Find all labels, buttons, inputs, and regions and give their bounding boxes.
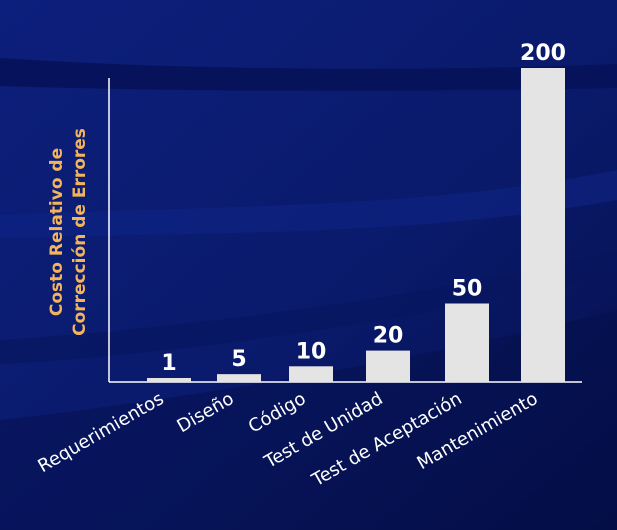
y-axis-label-line-2: Corrección de Errores (70, 128, 90, 336)
bar-5 (445, 303, 489, 382)
y-axis-label-line-1: Costo Relativo de (47, 148, 67, 316)
bar-3 (289, 366, 333, 382)
background-swoosh (0, 58, 617, 91)
bar-value-label: 20 (373, 324, 404, 349)
category-tick-label: Código (245, 388, 310, 437)
bar-2 (217, 374, 261, 382)
bar-value-label: 1 (161, 351, 176, 376)
bar-value-label: 10 (296, 339, 327, 364)
bar-value-label: 5 (231, 347, 246, 372)
bar-1 (147, 378, 191, 382)
category-tick-label: Diseño (174, 388, 238, 437)
bar-6 (521, 68, 565, 382)
background-swoosh (0, 170, 617, 238)
bar-value-label: 200 (520, 41, 566, 66)
bar-value-label: 50 (452, 277, 483, 302)
background-swoosh (0, 250, 617, 364)
bar-4 (366, 350, 410, 382)
category-tick-label: Requerimientos (34, 388, 167, 477)
